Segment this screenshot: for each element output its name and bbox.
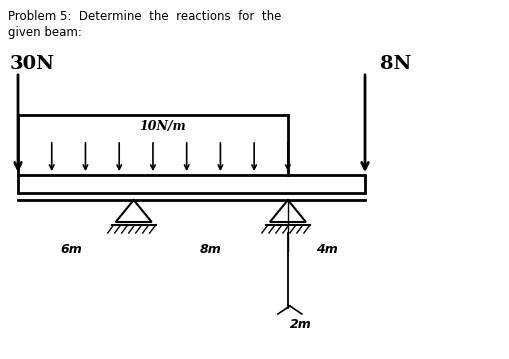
Text: 2m: 2m xyxy=(290,318,312,331)
Text: 4m: 4m xyxy=(316,243,337,256)
Text: 8N: 8N xyxy=(380,55,411,73)
Text: given beam:: given beam: xyxy=(8,26,82,39)
Text: Problem 5:  Determine  the  reactions  for  the: Problem 5: Determine the reactions for t… xyxy=(8,10,281,23)
Text: 6m: 6m xyxy=(60,243,82,256)
Text: 8m: 8m xyxy=(200,243,221,256)
Text: 10N/m: 10N/m xyxy=(139,120,186,133)
Text: 30N: 30N xyxy=(10,55,55,73)
